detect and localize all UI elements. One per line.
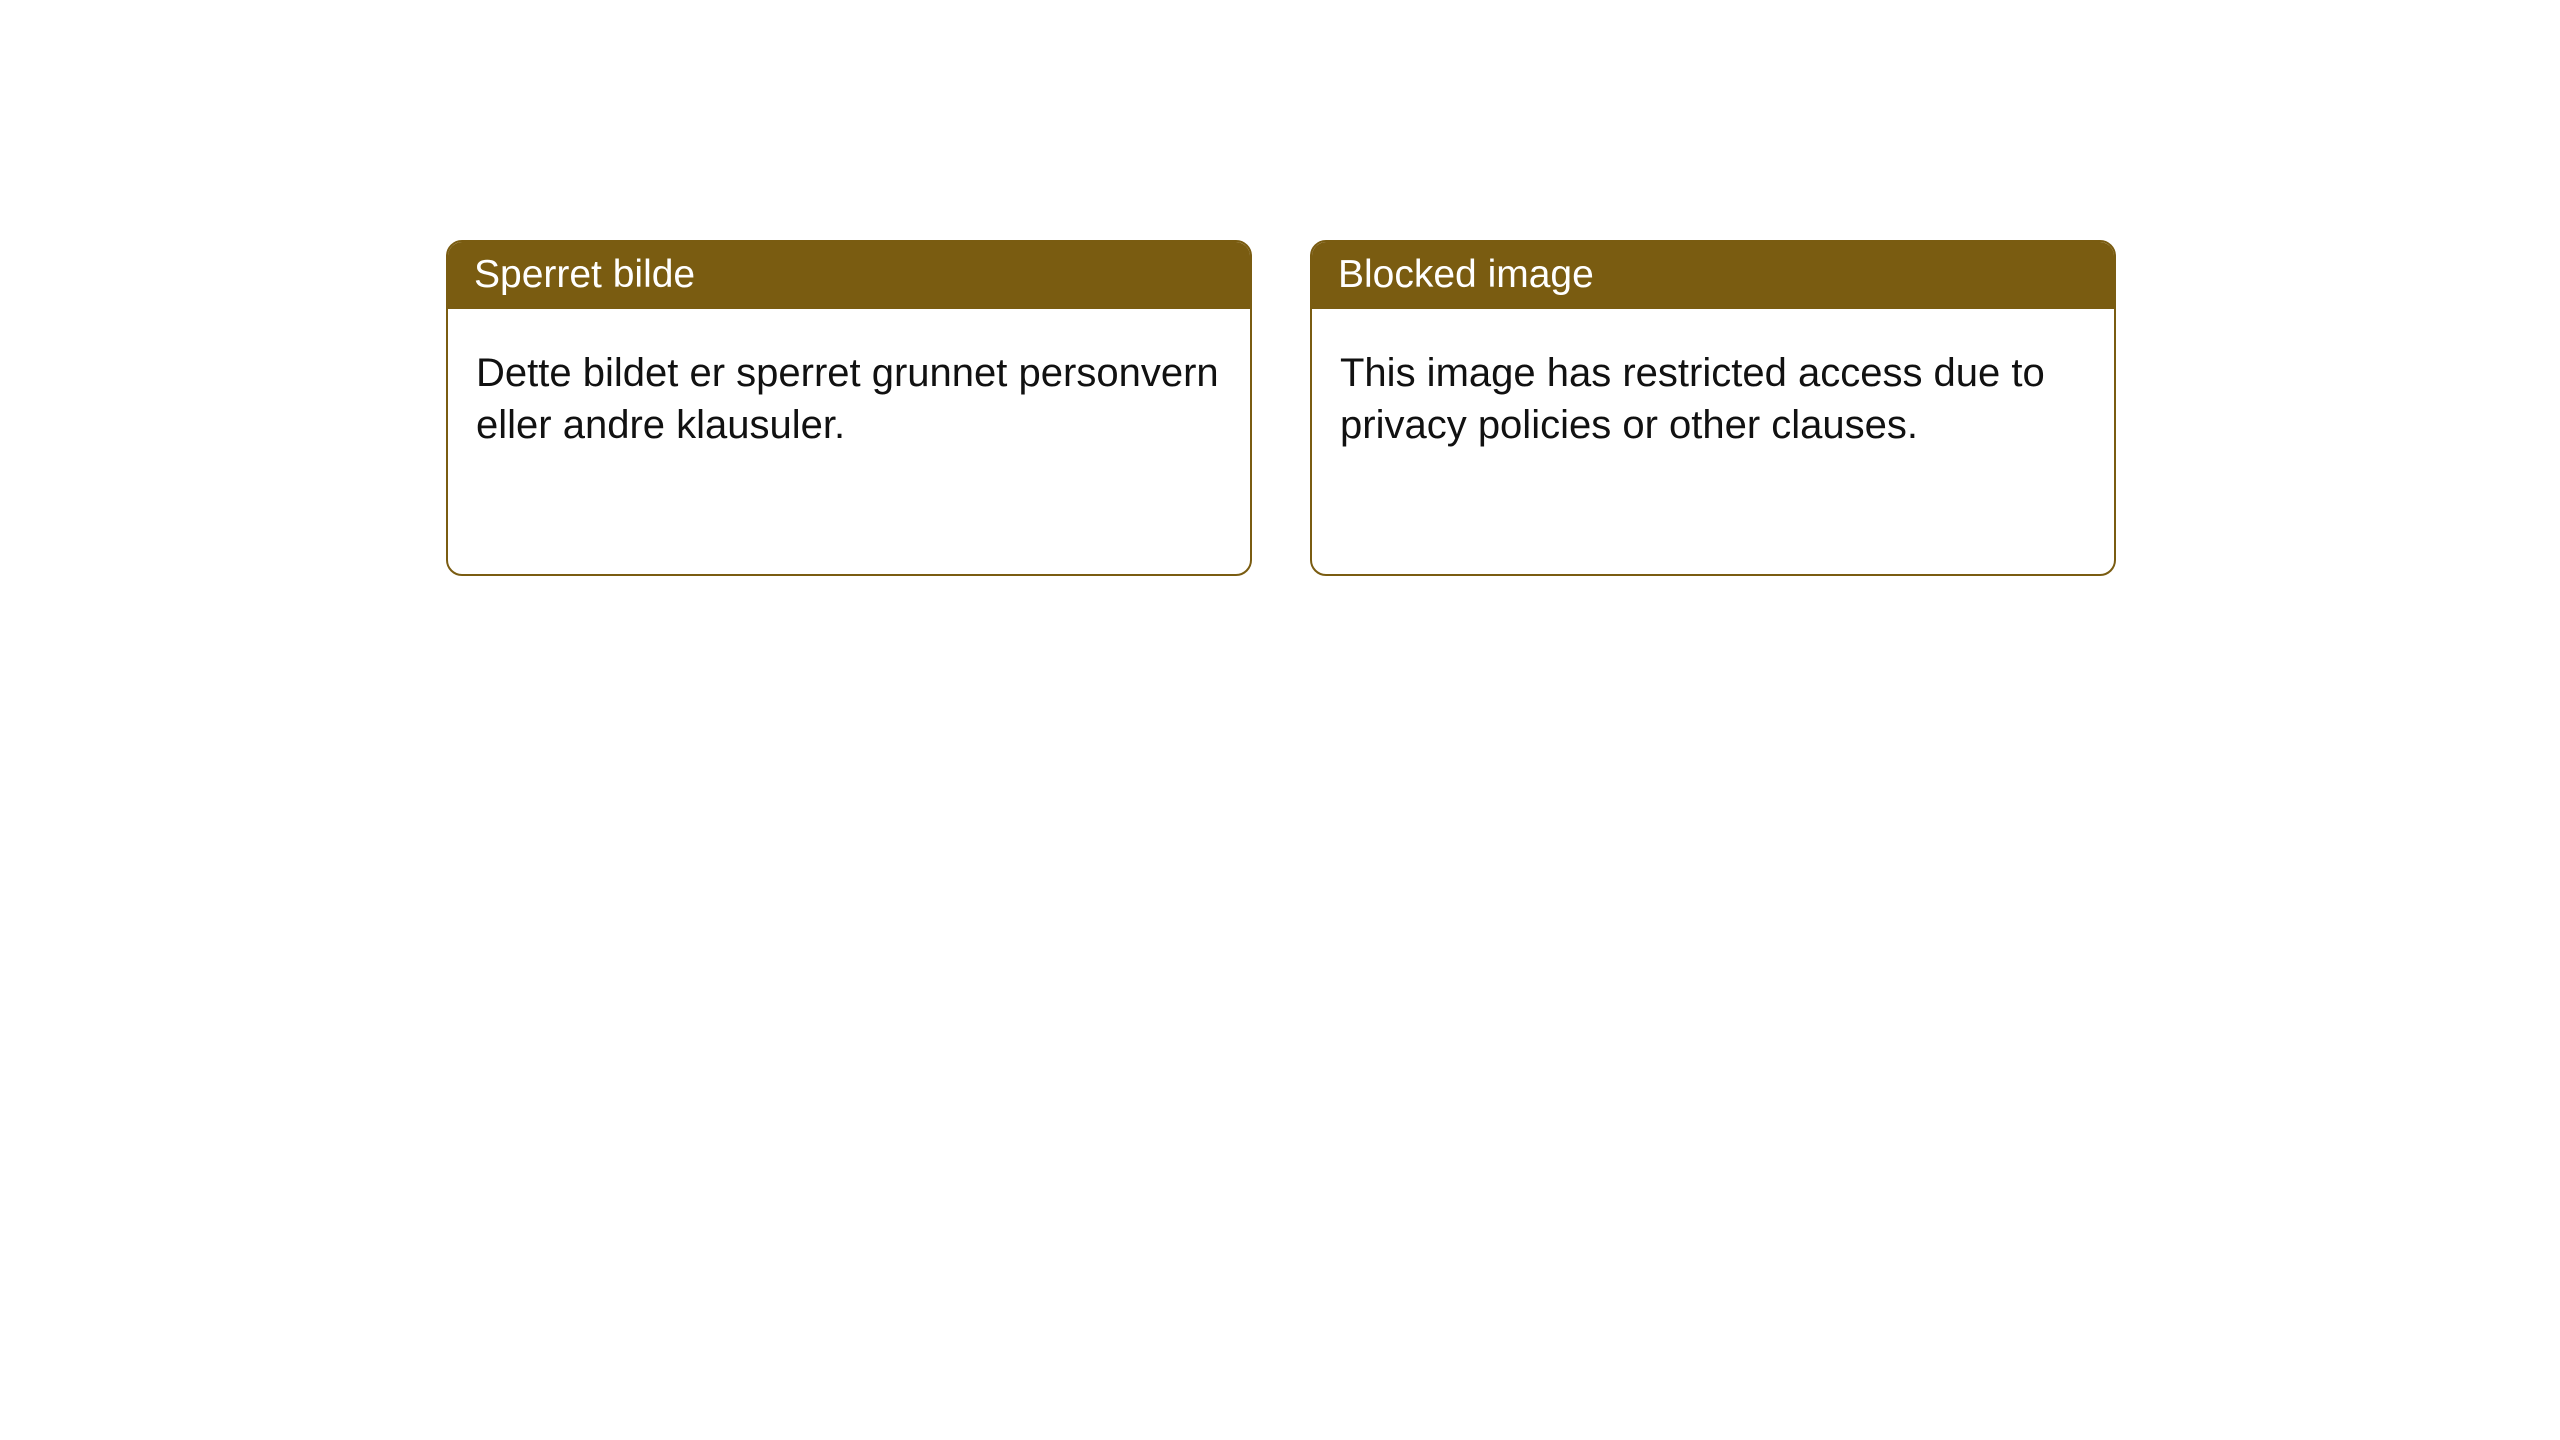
- notice-container: Sperret bilde Dette bildet er sperret gr…: [0, 0, 2560, 576]
- notice-body-norwegian: Dette bildet er sperret grunnet personve…: [448, 309, 1250, 489]
- notice-header-english: Blocked image: [1312, 242, 2114, 309]
- notice-body-english: This image has restricted access due to …: [1312, 309, 2114, 489]
- notice-box-norwegian: Sperret bilde Dette bildet er sperret gr…: [446, 240, 1252, 576]
- notice-header-norwegian: Sperret bilde: [448, 242, 1250, 309]
- notice-box-english: Blocked image This image has restricted …: [1310, 240, 2116, 576]
